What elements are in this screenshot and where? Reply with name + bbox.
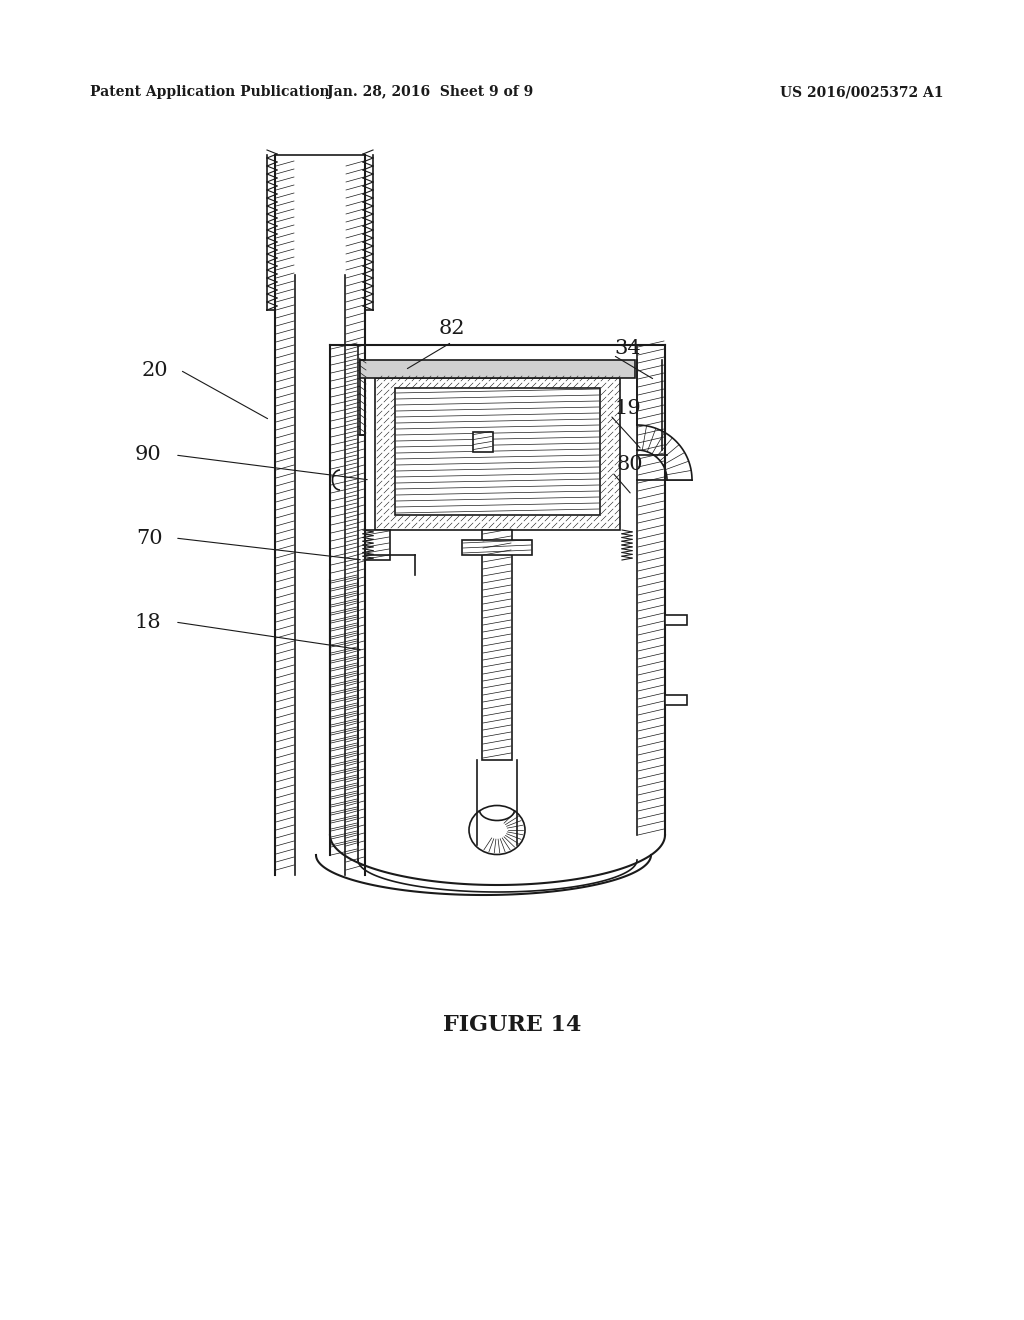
Bar [395, 388, 600, 515]
Bar [365, 531, 390, 560]
Text: 18: 18 [135, 612, 162, 631]
Bar [360, 360, 365, 436]
Text: US 2016/0025372 A1: US 2016/0025372 A1 [780, 84, 943, 99]
Bar [472, 432, 493, 451]
Text: 80: 80 [616, 455, 643, 474]
Text: 20: 20 [141, 360, 168, 380]
Bar [665, 696, 687, 705]
Bar [462, 540, 532, 554]
Text: 90: 90 [134, 446, 162, 465]
Text: 70: 70 [136, 528, 163, 548]
Text: 19: 19 [614, 399, 641, 417]
Bar [360, 360, 635, 378]
Bar [375, 378, 620, 531]
Bar [482, 531, 512, 760]
Text: 82: 82 [438, 318, 465, 338]
Ellipse shape [469, 805, 525, 854]
Text: Jan. 28, 2016  Sheet 9 of 9: Jan. 28, 2016 Sheet 9 of 9 [327, 84, 534, 99]
Text: Patent Application Publication: Patent Application Publication [90, 84, 330, 99]
Text: 34: 34 [614, 338, 641, 358]
Text: FIGURE 14: FIGURE 14 [442, 1014, 582, 1036]
Bar [665, 615, 687, 624]
